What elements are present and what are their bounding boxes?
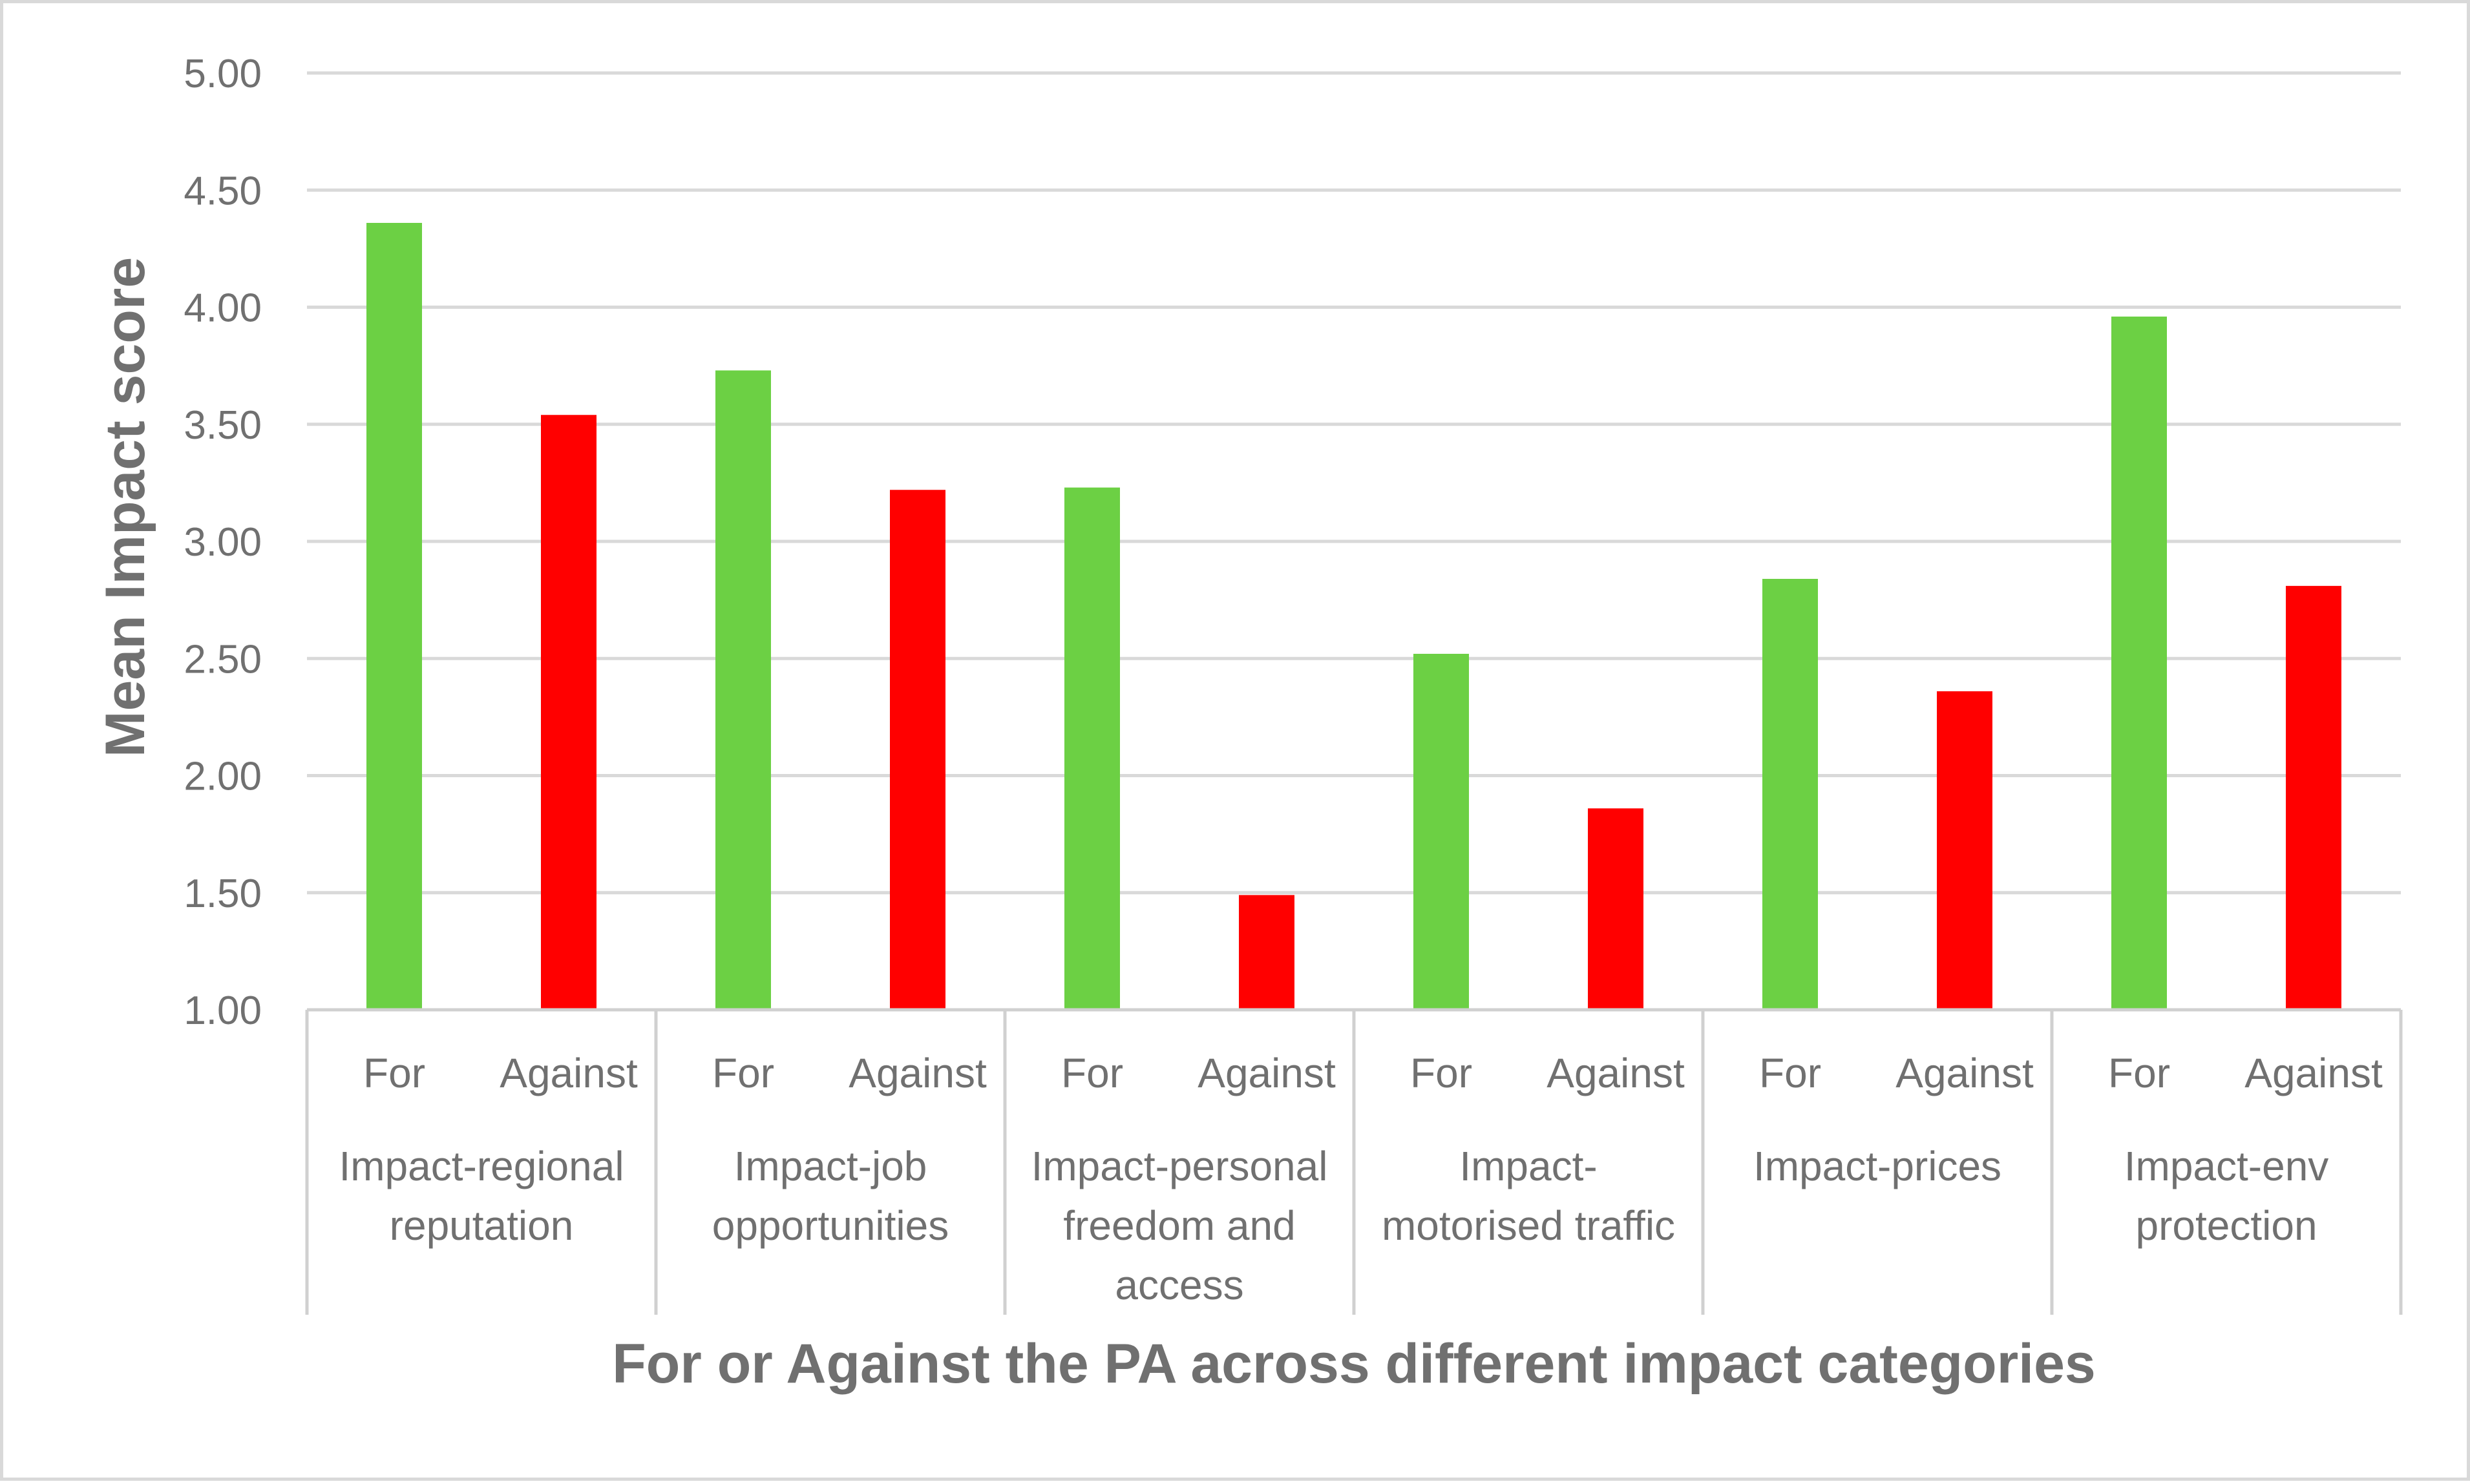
subcategory-label: Against (849, 1050, 987, 1096)
subcategory-label: For (1759, 1050, 1821, 1096)
y-tick-label: 2.50 (184, 637, 262, 682)
bars (366, 223, 2341, 1010)
group-label: Impact-regional (339, 1143, 624, 1189)
bar-for-1 (366, 223, 422, 1010)
subcategory-label: For (712, 1050, 774, 1096)
bar-for-3 (1064, 487, 1120, 1010)
group-label: freedom and (1063, 1202, 1295, 1249)
labels: 1.00 1.50 2.00 2.50 3.00 3.50 4.00 4.50 5.00 For A… (184, 52, 2383, 1308)
subcategory-label: For (2108, 1050, 2170, 1096)
subcategory-label: Against (2244, 1050, 2383, 1096)
y-tick-label: 1.00 (184, 988, 262, 1033)
y-axis-title: Mean Impact score (94, 257, 156, 757)
bar-for-5 (1762, 579, 1818, 1010)
subcategory-label: Against (1895, 1050, 2034, 1096)
group-label: Impact-prices (1753, 1143, 2001, 1189)
bar-against-2 (890, 490, 945, 1010)
bar-against-5 (1937, 691, 1992, 1010)
axes (305, 1008, 2403, 1315)
group-label: access (1115, 1262, 1243, 1308)
bar-for-2 (715, 370, 771, 1010)
subcategory-label: For (363, 1050, 425, 1096)
x-axis-title: For or Against the PA across different i… (612, 1333, 2095, 1395)
bar-against-1 (541, 415, 596, 1010)
y-tick-label: 1.50 (184, 872, 262, 916)
gridlines (307, 71, 2401, 895)
y-tick-label: 3.50 (184, 403, 262, 448)
y-tick-label: 5.00 (184, 52, 262, 96)
bar-for-6 (2111, 317, 2167, 1010)
y-tick-label: 4.00 (184, 286, 262, 331)
bar-against-3 (1239, 895, 1294, 1010)
bar-for-4 (1413, 654, 1469, 1010)
subcategory-label: For (1061, 1050, 1123, 1096)
y-tick-label: 4.50 (184, 169, 262, 213)
bar-against-4 (1588, 808, 1643, 1010)
y-tick-label: 2.00 (184, 755, 262, 799)
subcategory-label: For (1410, 1050, 1472, 1096)
subcategory-label: Against (1546, 1050, 1685, 1096)
bar-against-6 (2286, 585, 2341, 1010)
group-label: reputation (390, 1202, 574, 1249)
group-label: Impact-job (734, 1143, 927, 1189)
group-label: Impact-env (2124, 1143, 2329, 1189)
group-label: motorised traffic (1382, 1202, 1675, 1249)
y-tick-label: 3.00 (184, 520, 262, 565)
bar-chart: 1.00 1.50 2.00 2.50 3.00 3.50 4.00 4.50 5.00 For A… (94, 52, 2403, 1395)
group-label: opportunities (712, 1202, 949, 1249)
group-label: Impact-personal (1031, 1143, 1328, 1189)
subcategory-label: Against (1198, 1050, 1336, 1096)
subcategory-label: Against (500, 1050, 638, 1096)
group-label: protection (2135, 1202, 2317, 1249)
group-label: Impact- (1459, 1143, 1597, 1189)
